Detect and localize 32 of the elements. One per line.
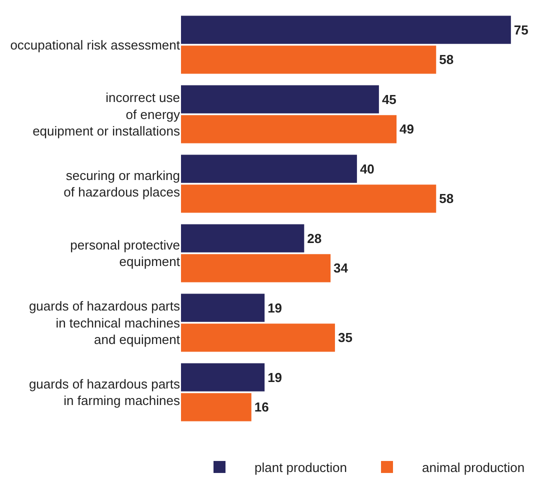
data-label: 19 bbox=[268, 300, 282, 316]
data-label: 49 bbox=[400, 122, 414, 137]
bar bbox=[181, 224, 304, 252]
data-label: 19 bbox=[268, 370, 282, 385]
data-label: 75 bbox=[514, 22, 528, 38]
bar bbox=[181, 294, 265, 322]
bar bbox=[181, 254, 331, 282]
bar bbox=[181, 363, 265, 392]
data-label: 34 bbox=[334, 260, 349, 276]
y-tick-label: occupational risk assessment bbox=[10, 37, 180, 52]
bar bbox=[181, 85, 379, 114]
bar bbox=[181, 184, 436, 213]
data-label: 35 bbox=[338, 330, 352, 346]
bar bbox=[181, 46, 436, 74]
y-tick-label: guards of hazardous parts in technical machines and equipment bbox=[28, 298, 180, 348]
legend-label: plant production bbox=[254, 460, 348, 476]
data-label: 28 bbox=[307, 230, 322, 246]
bar bbox=[181, 393, 252, 422]
bar bbox=[181, 154, 357, 183]
data-label: 40 bbox=[360, 161, 374, 176]
y-tick-label: incorrect use of energy equipment or installations bbox=[32, 90, 180, 139]
data-label: 16 bbox=[254, 400, 269, 415]
y-tick-label: personal protective equipment bbox=[70, 237, 180, 270]
y-tick-label: guards of hazardous parts in farming machines bbox=[28, 376, 180, 408]
y-tick-label: securing or marking of hazardous places bbox=[64, 168, 180, 200]
data-label: 58 bbox=[439, 52, 454, 68]
data-label: 45 bbox=[382, 92, 396, 107]
bar bbox=[181, 16, 511, 44]
bar bbox=[181, 324, 335, 352]
data-label: 58 bbox=[439, 191, 454, 206]
legend-label: animal production bbox=[422, 460, 525, 476]
bar bbox=[181, 115, 397, 144]
